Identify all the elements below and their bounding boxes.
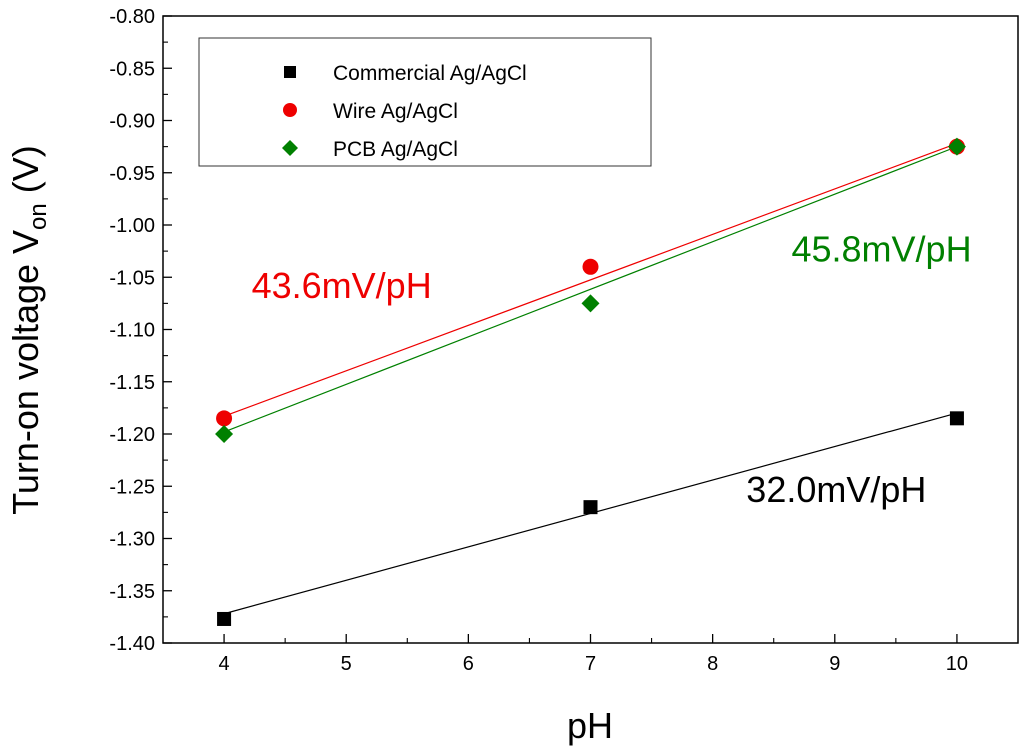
commercial-data-point: [949, 411, 964, 426]
y-tick-label: -1.10: [109, 320, 155, 342]
x-tick-label: 10: [946, 653, 968, 675]
slope-labels: 32.0mV/pH 43.6mV/pH 45.8mV/pH: [252, 229, 972, 510]
y-axis: -0.80 -0.85 -0.90 -0.95 -1.00 -1.05 -1.10 -1.15…: [109, 6, 172, 655]
y-tick-label: -1.20: [109, 424, 155, 446]
legend-label-wire: Wire Ag/AgCl: [333, 100, 458, 123]
commercial-data-point: [583, 500, 598, 515]
y-tick-label: -1.15: [109, 372, 155, 394]
x-tick-label: 8: [707, 653, 718, 675]
x-axis-title: pH: [567, 705, 613, 746]
y-tick-label: -0.85: [109, 58, 155, 80]
legend-label-pcb: PCB Ag/AgCl: [333, 138, 458, 161]
pcb-fit-line: [223, 146, 958, 433]
commercial-slope-label: 32.0mV/pH: [746, 469, 926, 510]
x-axis: 4 5 6 7 8 9 10: [219, 634, 968, 675]
y-tick-label: -0.95: [109, 163, 155, 185]
wire-slope-label: 43.6mV/pH: [252, 265, 432, 306]
y-axis-title-gap: [5, 193, 46, 203]
x-tick-label: 6: [463, 653, 474, 675]
commercial-data-point: [217, 611, 232, 626]
x-tick-label: 9: [829, 653, 840, 675]
pcb-slope-label: 45.8mV/pH: [791, 229, 971, 270]
y-tick-label: -1.35: [109, 581, 155, 603]
y-tick-label: -0.80: [109, 6, 155, 28]
wire-fit-line: [223, 142, 958, 417]
data-markers: [215, 137, 966, 626]
y-tick-label: -1.30: [109, 529, 155, 551]
legend: Commercial Ag/AgCl Wire Ag/AgCl PCB Ag/AgC…: [198, 37, 652, 167]
legend-marker-wire: [283, 103, 297, 117]
x-tick-label: 7: [585, 653, 596, 675]
legend-marker-pcb: [282, 140, 298, 156]
wire-data-point: [216, 410, 233, 427]
legend-label-commercial: Commercial Ag/AgCl: [333, 62, 527, 85]
pcb-data-point: [215, 425, 234, 443]
pcb-data-point: [947, 137, 966, 156]
x-tick-label: 5: [341, 653, 352, 675]
y-tick-label: -1.25: [109, 476, 155, 498]
pcb-data-point: [581, 294, 600, 313]
y-axis-title: Turn-on voltage Von (V): [5, 145, 52, 515]
y-tick-label: -1.40: [109, 633, 155, 655]
x-tick-label: 4: [219, 653, 230, 675]
y-axis-title-unit: (V): [5, 145, 46, 193]
y-tick-label: -0.90: [109, 111, 155, 133]
y-tick-label: -1.05: [109, 267, 155, 289]
legend-box: [198, 37, 652, 167]
y-axis-title-main: Turn-on voltage V: [5, 230, 46, 515]
y-tick-label: -1.00: [109, 215, 155, 237]
legend-marker-commercial: [284, 66, 296, 78]
wire-data-point: [582, 258, 599, 275]
fit-lines: [223, 142, 958, 615]
y-axis-title-subscript: on: [25, 203, 52, 230]
